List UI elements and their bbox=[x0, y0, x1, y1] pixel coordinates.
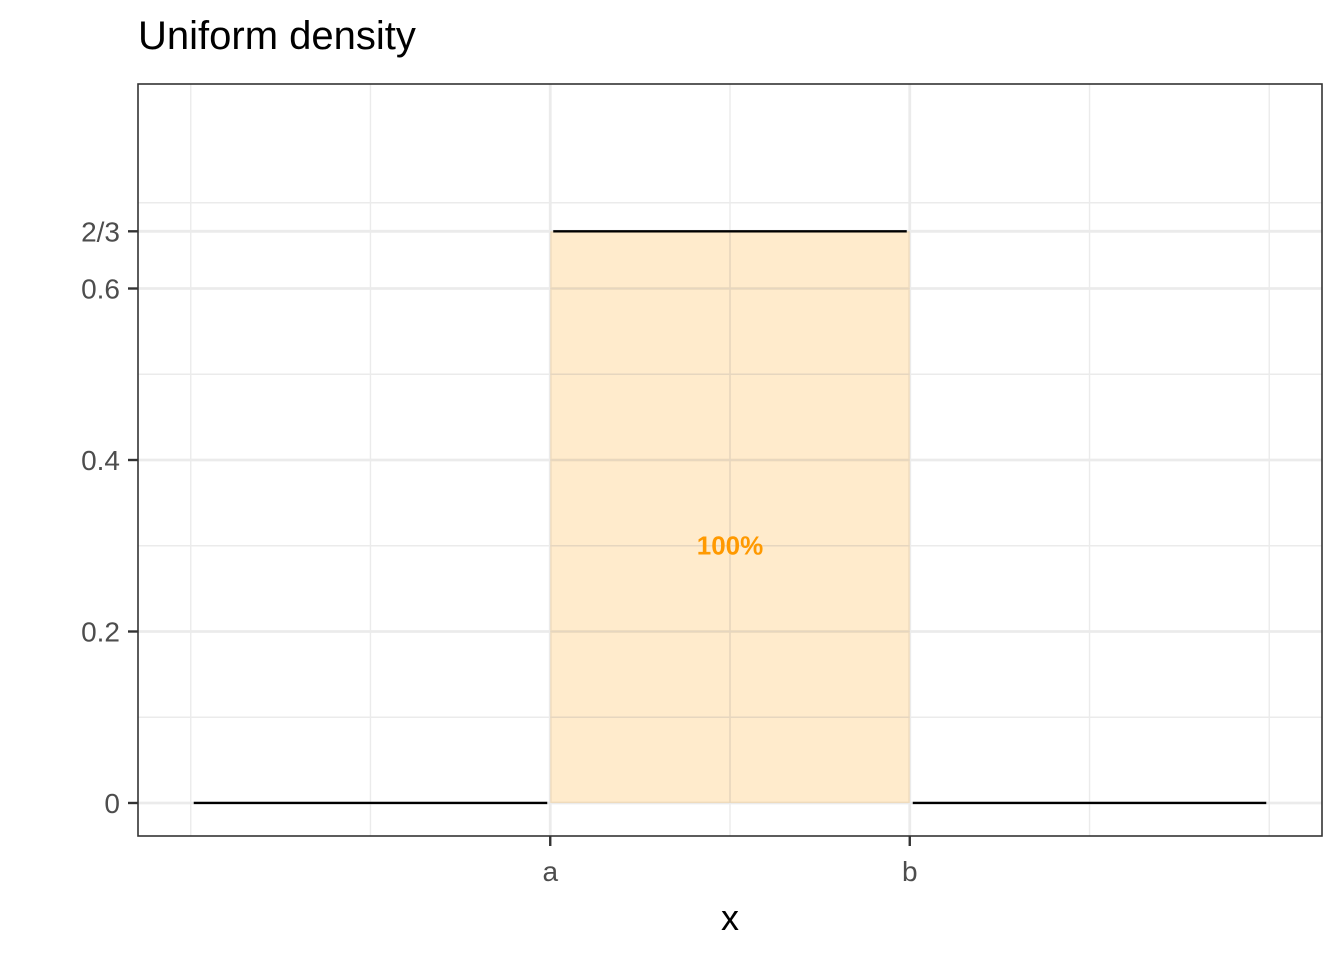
y-tick-label: 0 bbox=[104, 788, 120, 819]
x-axis-title: x bbox=[721, 897, 739, 938]
x-tick-label: a bbox=[542, 856, 558, 887]
y-tick-label: 0.4 bbox=[81, 445, 120, 476]
region-percent-label: 100% bbox=[697, 531, 764, 561]
chart-title: Uniform density bbox=[138, 14, 416, 58]
grid-overlay bbox=[550, 231, 910, 803]
density-lines bbox=[193, 230, 1267, 805]
x-tick-label: b bbox=[902, 856, 918, 887]
y-tick-label: 2/3 bbox=[81, 216, 120, 247]
region-label-group: 100% bbox=[697, 531, 764, 561]
y-tick-label: 0.2 bbox=[81, 616, 120, 647]
y-tick-label: 0.6 bbox=[81, 274, 120, 305]
y-axis: 0 0.2 0.4 0.6 2/3 bbox=[81, 216, 138, 819]
